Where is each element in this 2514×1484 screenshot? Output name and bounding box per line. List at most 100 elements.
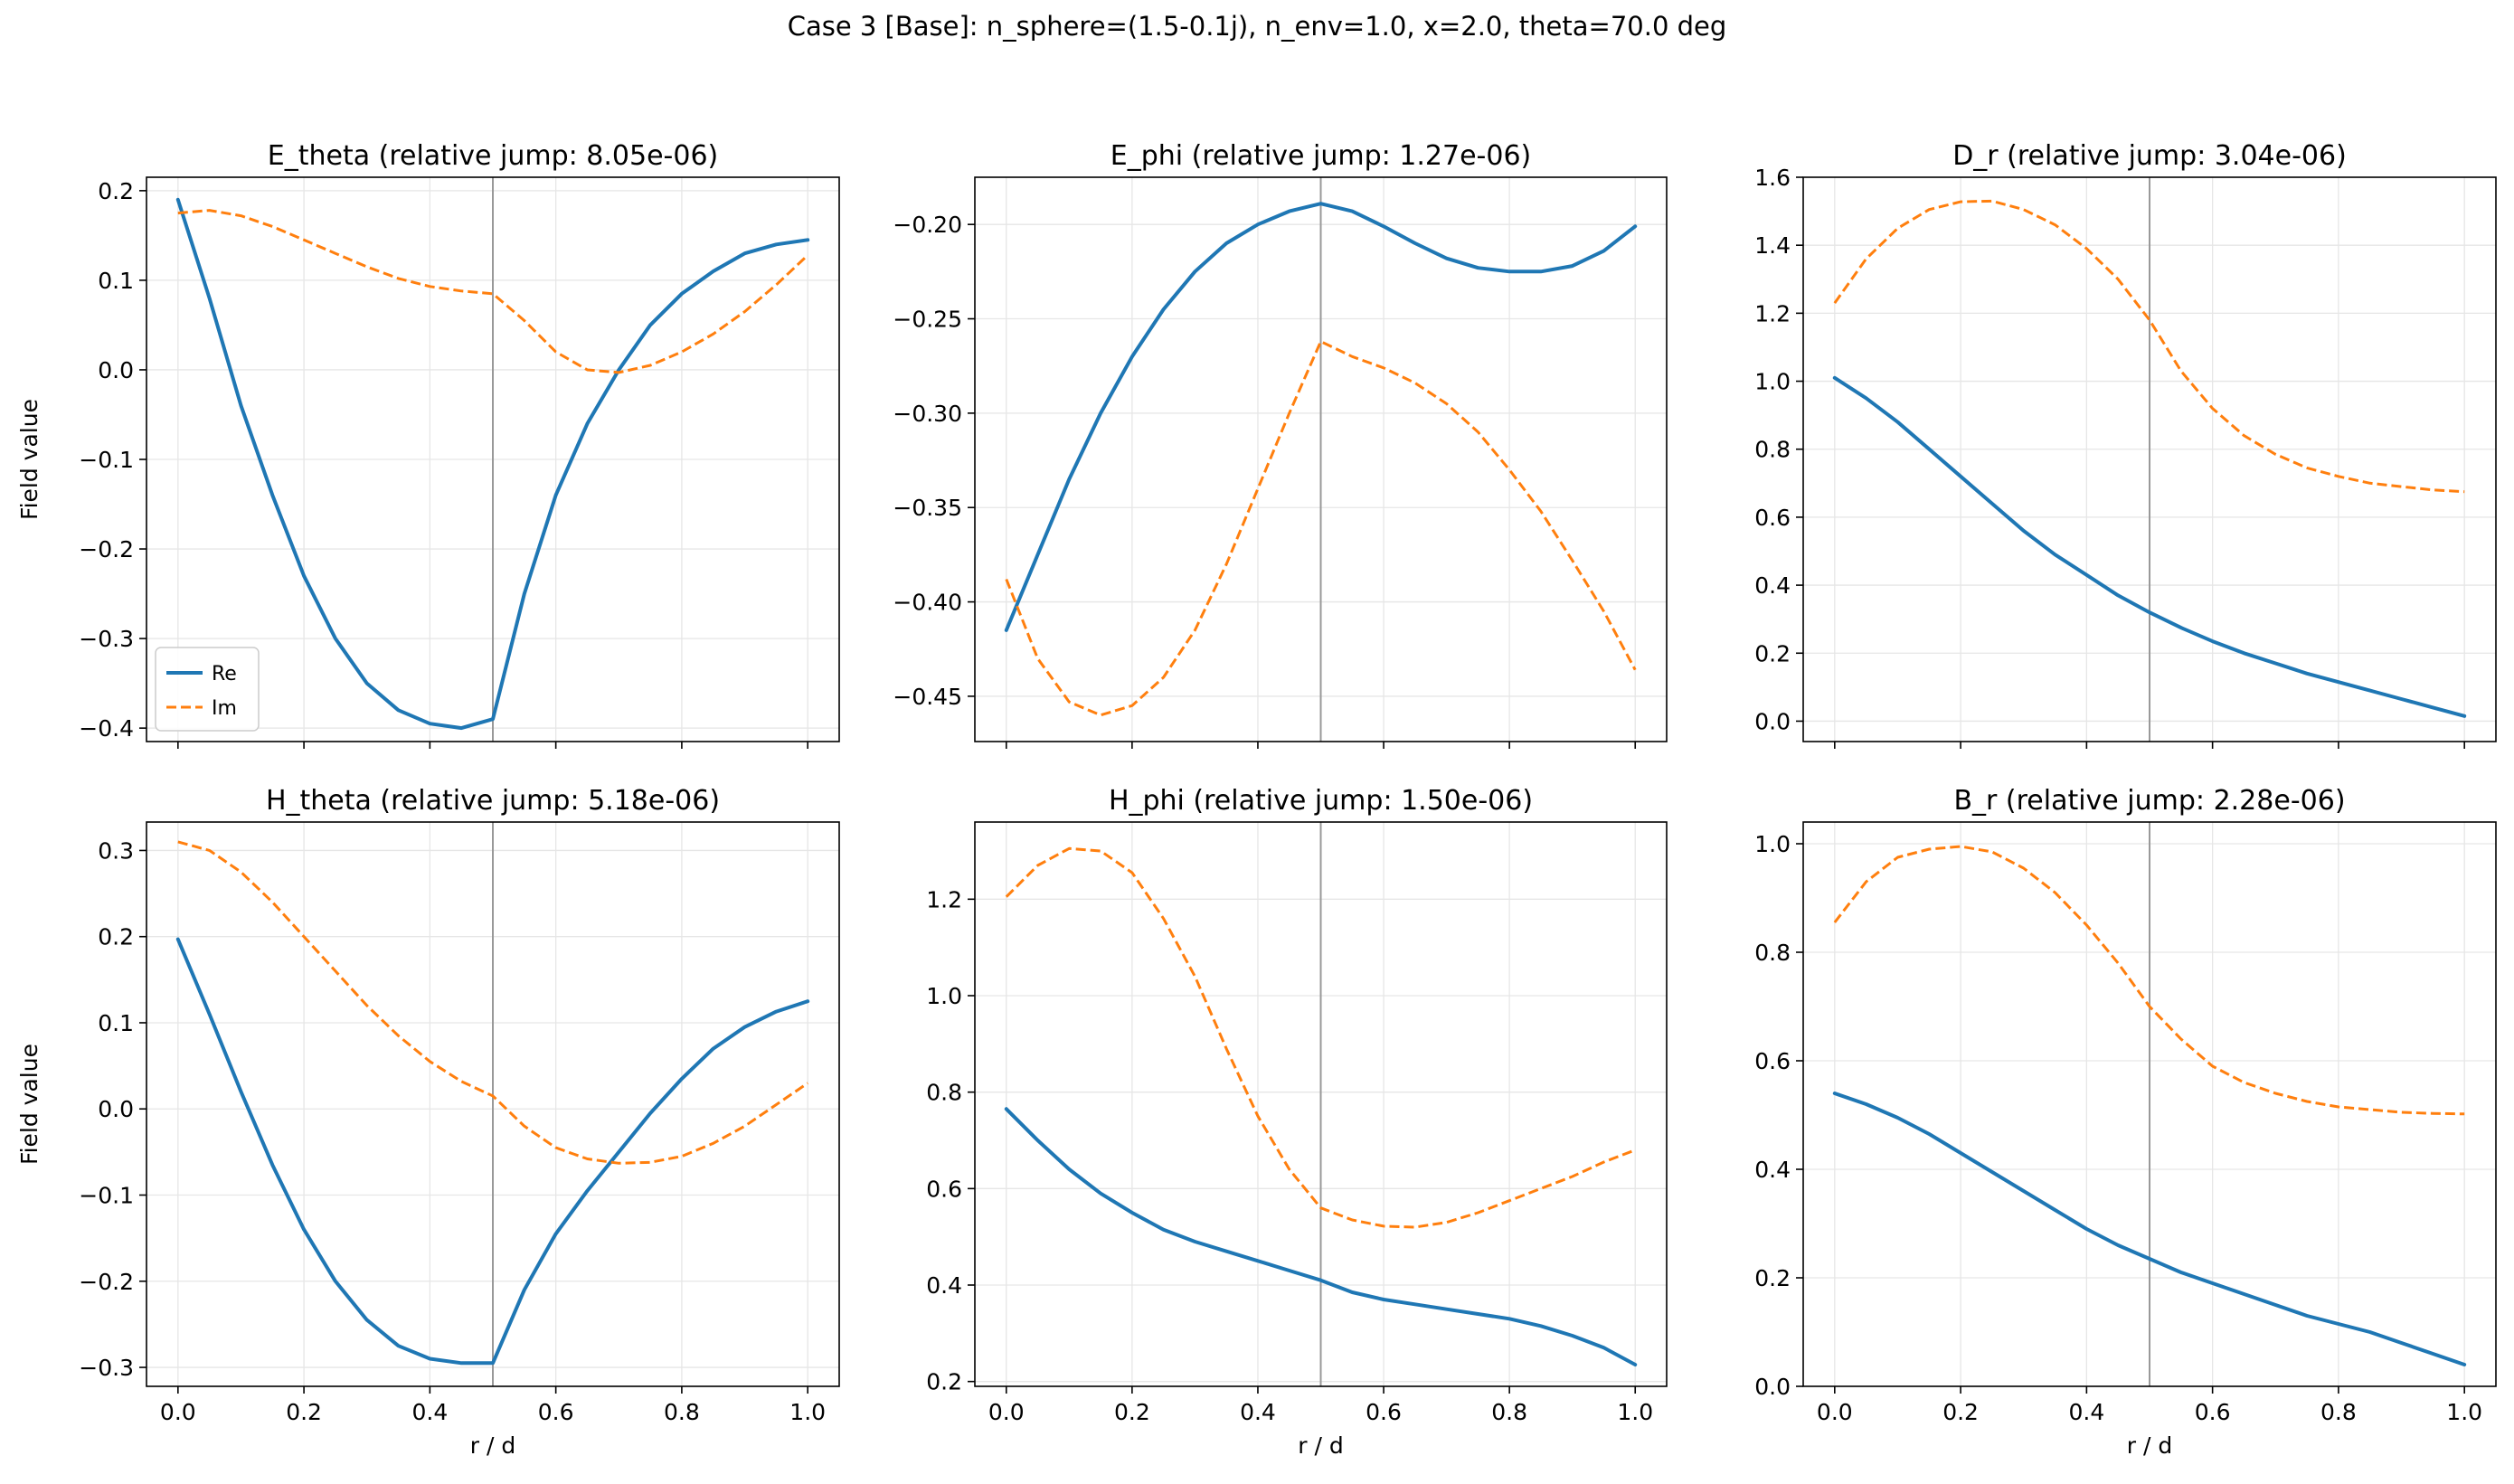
legend-label-re: Re	[212, 663, 237, 685]
y-tick-label: −0.1	[79, 1183, 134, 1209]
y-tick-label: 0.4	[1754, 1157, 1791, 1183]
x-tick-label: 0.0	[988, 1399, 1025, 1425]
y-tick-label: 0.8	[1754, 940, 1791, 966]
x-tick-label: 0.0	[160, 1399, 196, 1425]
x-tick-label: 0.6	[2195, 1399, 2231, 1425]
axes-frame	[974, 176, 1668, 742]
y-tick-label: −0.4	[79, 715, 134, 742]
y-tick-label: 0.4	[1754, 572, 1791, 599]
series-line-re	[1832, 1092, 2467, 1366]
x-tick-label: 0.2	[1114, 1399, 1150, 1425]
x-tick-label: 0.0	[1817, 1399, 1853, 1425]
subplot-title: H_phi (relative jump: 1.50e-06)	[1109, 785, 1533, 817]
y-tick-label: −0.3	[79, 1355, 134, 1381]
y-tick-label: −0.20	[893, 212, 962, 238]
x-tick-label: 0.4	[1240, 1399, 1276, 1425]
y-tick-label: 0.0	[1754, 1374, 1791, 1400]
y-tick-label: −0.40	[893, 590, 962, 616]
y-tick-label: 1.4	[1754, 232, 1791, 259]
series-line-re	[1004, 1107, 1638, 1366]
y-tick-label: 0.6	[1754, 505, 1791, 531]
y-tick-label: 0.2	[1754, 1265, 1791, 1291]
y-tick-label: −0.2	[79, 536, 134, 562]
y-tick-label: 0.1	[98, 268, 134, 294]
series-line-im	[1833, 199, 2465, 494]
x-tick-label: 1.0	[2446, 1399, 2482, 1425]
series-line-im	[177, 840, 809, 1165]
y-tick-label: 0.2	[98, 924, 134, 950]
y-tick-label: 0.0	[1754, 708, 1791, 734]
x-tick-label: 0.8	[664, 1399, 700, 1425]
x-tick-label: 0.8	[2320, 1399, 2357, 1425]
subplot-title: D_r (relative jump: 3.04e-06)	[1952, 140, 2347, 172]
axes-frame	[1802, 176, 2497, 742]
y-tick-label: −0.45	[893, 684, 962, 710]
x-axis-label: r / d	[2127, 1432, 2172, 1459]
x-tick-label: 0.4	[2068, 1399, 2104, 1425]
x-tick-label: 0.2	[286, 1399, 322, 1425]
series-line-im	[1833, 845, 2465, 1116]
y-tick-label: 1.0	[926, 983, 962, 1009]
series-line-im	[177, 209, 809, 374]
series-line-im	[1005, 340, 1637, 717]
y-tick-label: 0.0	[98, 1096, 134, 1122]
figure-suptitle: Case 3 [Base]: n_sphere=(1.5-0.1j), n_en…	[787, 11, 1727, 42]
y-tick-label: 1.2	[1754, 300, 1791, 326]
x-tick-label: 0.2	[1942, 1399, 1979, 1425]
x-tick-label: 0.6	[538, 1399, 574, 1425]
subplot-title: H_theta (relative jump: 5.18e-06)	[266, 785, 720, 817]
subplot-title: B_r (relative jump: 2.28e-06)	[1953, 785, 2345, 817]
y-tick-label: 0.8	[926, 1080, 962, 1106]
y-tick-label: 0.2	[98, 178, 134, 204]
subplot-e-phi: −0.45 −0.40 −0.35 −0.30 −0.25 −0.20 E_phi (rel…	[893, 140, 1668, 749]
x-tick-label: 0.6	[1366, 1399, 1402, 1425]
axes-frame	[1802, 821, 2497, 1387]
y-tick-label: 0.3	[98, 837, 134, 864]
subplot-e-theta: −0.4 −0.3 −0.2 −0.1 0.0 0.1 0.2 E_theta (relati…	[16, 140, 840, 749]
axes-frame	[146, 821, 840, 1387]
y-tick-label: 0.6	[1754, 1048, 1791, 1074]
legend-label-im: Im	[212, 697, 237, 720]
y-tick-label: 1.0	[1754, 369, 1791, 395]
x-tick-label: 0.8	[1491, 1399, 1527, 1425]
y-tick-label: 0.2	[926, 1369, 962, 1395]
x-tick-label: 0.4	[411, 1399, 448, 1425]
subplot-b-r: 0.0 0.2 0.4 0.6 0.8 1.0 0.0 0.2 0.4 0.6 0.8 1.0 B_r …	[1754, 785, 2497, 1459]
series-line-re	[1004, 202, 1638, 632]
subplot-d-r: 0.0 0.2 0.4 0.6 0.8 1.0 1.2 1.4 1.6 D_r (relative…	[1754, 140, 2497, 749]
y-tick-label: 0.1	[98, 1010, 134, 1036]
y-tick-label: −0.35	[893, 495, 962, 521]
series-line-re	[175, 197, 810, 731]
y-tick-label: −0.25	[893, 307, 962, 333]
subplot-title: E_theta (relative jump: 8.05e-06)	[268, 140, 719, 172]
subplot-h-phi: 0.2 0.4 0.6 0.8 1.0 1.2 0.0 0.2 0.4 0.6 0.8 1.0 H_ph…	[926, 785, 1668, 1459]
series-line-im	[1005, 846, 1636, 1229]
subplot-title: E_phi (relative jump: 1.27e-06)	[1111, 140, 1532, 172]
legend: Re Im	[155, 647, 260, 732]
y-tick-label: 1.0	[1754, 831, 1791, 857]
y-tick-label: 0.4	[926, 1272, 962, 1299]
x-tick-label: 1.0	[1617, 1399, 1653, 1425]
subplot-h-theta: −0.3 −0.2 −0.1 0.0 0.1 0.2 0.3 0.0 0.2 0.4 0.6 0.8 1…	[16, 785, 840, 1459]
y-tick-label: 0.8	[1754, 437, 1791, 463]
y-tick-label: 0.2	[1754, 640, 1791, 666]
y-tick-label: −0.3	[79, 626, 134, 652]
y-tick-label: 0.6	[926, 1176, 962, 1202]
y-tick-label: 1.2	[926, 886, 962, 912]
y-tick-label: −0.1	[79, 447, 134, 473]
x-tick-label: 1.0	[789, 1399, 826, 1425]
y-axis-label: Field value	[16, 1044, 43, 1165]
axes-frame	[974, 821, 1668, 1387]
y-axis-label: Field value	[16, 399, 43, 520]
y-tick-label: −0.2	[79, 1269, 134, 1295]
legend-box	[155, 647, 260, 732]
y-tick-label: 1.6	[1754, 165, 1791, 191]
y-tick-label: 0.0	[98, 357, 134, 383]
series-line-re	[175, 937, 810, 1366]
y-tick-label: −0.30	[893, 401, 962, 427]
series-line-re	[1832, 375, 2467, 718]
x-axis-label: r / d	[1298, 1432, 1343, 1459]
x-axis-label: r / d	[470, 1432, 515, 1459]
